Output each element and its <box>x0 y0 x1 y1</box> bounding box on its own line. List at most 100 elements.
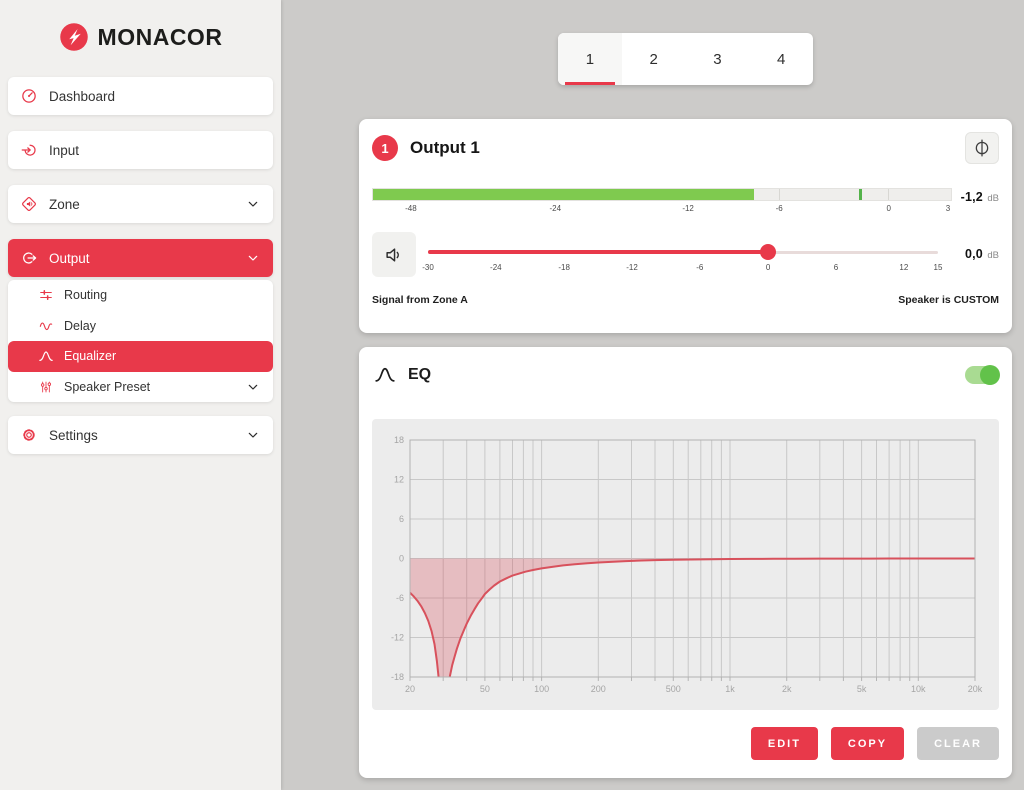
level-value-unit: dB <box>987 193 999 204</box>
volume-slider-track[interactable] <box>428 244 938 260</box>
volume-value: 0,0 dB <box>965 232 999 263</box>
svg-text:50: 50 <box>480 684 490 694</box>
monacor-logo-icon <box>59 22 89 52</box>
sidebar-item-input[interactable]: Input <box>8 131 273 169</box>
sidebar-subitem-routing[interactable]: Routing <box>8 280 273 311</box>
volume-value-unit: dB <box>987 250 999 261</box>
level-meter-fill <box>373 189 755 200</box>
sidebar: MONACOR Dashboard Input Zone Output Routing D… <box>0 0 281 790</box>
gauge-icon <box>22 89 36 103</box>
sidebar-item-label: Settings <box>49 427 98 443</box>
svg-text:18: 18 <box>394 435 404 445</box>
level-value: -1,2 dB <box>961 188 999 206</box>
volume-slider-fill <box>428 250 769 254</box>
output-title: Output 1 <box>410 138 480 157</box>
sidebar-item-output[interactable]: Output <box>8 239 273 277</box>
bell-curve-icon <box>375 367 395 382</box>
volume-tick-label: 6 <box>833 263 839 272</box>
brand-logo: MONACOR <box>0 0 281 52</box>
sidebar-subitem-label: Equalizer <box>64 349 117 364</box>
sidebar-subitem-label: Routing <box>64 288 108 303</box>
bell-curve-icon <box>39 351 53 362</box>
svg-text:-12: -12 <box>391 633 404 643</box>
sidebar-item-label: Output <box>49 250 90 266</box>
level-meter-peak-marker <box>858 189 862 200</box>
svg-text:2k: 2k <box>782 684 792 694</box>
delay-icon <box>39 322 53 330</box>
sidebar-item-dashboard[interactable]: Dashboard <box>8 77 273 115</box>
sidebar-item-label: Zone <box>49 196 80 212</box>
svg-text:5k: 5k <box>857 684 867 694</box>
eq-card: EQ 18 12 6 0 -6 -12 -18 20 50 100 200 500 1k 2k 5k 10k 2… <box>359 347 1012 778</box>
svg-text:-6: -6 <box>396 593 404 603</box>
volume-row: -30 -24 -18 -12 -6 0 6 12 15 0,0 dB <box>359 215 1012 277</box>
volume-tick-label: 0 <box>765 263 771 272</box>
meter-divider <box>778 189 780 200</box>
volume-tick-label: -6 <box>696 263 704 272</box>
eq-actions: EDIT COPY CLEAR <box>359 710 1012 760</box>
meter-divider <box>887 189 889 200</box>
output-number-badge: 1 <box>372 135 398 161</box>
routing-icon <box>40 290 52 301</box>
svg-text:500: 500 <box>666 684 681 694</box>
gear-icon <box>23 429 35 441</box>
level-meter: -48 -24 -12 -6 0 3 <box>372 188 952 215</box>
level-meter-track <box>372 188 952 201</box>
output-card: 1 Output 1 -48 -24 -12 -6 0 3 -1,2 dB <box>359 119 1012 333</box>
eq-chart-panel: 18 12 6 0 -6 -12 -18 20 50 100 200 500 1k 2k 5k 10k 20k <box>372 419 999 710</box>
svg-text:20: 20 <box>405 684 415 694</box>
sidebar-item-zone[interactable]: Zone <box>8 185 273 223</box>
volume-tick-label: -24 <box>490 263 502 272</box>
volume-tick-label: -18 <box>558 263 570 272</box>
meter-tick-label: -24 <box>549 204 562 213</box>
copy-button[interactable]: COPY <box>830 727 905 760</box>
bell-curve-icon <box>372 363 398 386</box>
volume-slider-scale: -30 -24 -18 -12 -6 0 6 12 15 <box>422 263 942 274</box>
volume-value-number: 0,0 <box>964 247 983 261</box>
sidebar-item-label: Input <box>49 142 80 158</box>
eq-header: EQ <box>359 347 1012 386</box>
phase-invert-button[interactable] <box>965 132 999 164</box>
chevron-down-icon <box>248 255 258 261</box>
volume-tick-label: -30 <box>422 263 434 272</box>
sidebar-nav: Dashboard Input Zone Output Routing Delay Equa… <box>0 77 281 454</box>
sidebar-item-settings[interactable]: Settings <box>8 416 273 454</box>
edit-button[interactable]: EDIT <box>750 727 818 760</box>
meter-tick-label: 3 <box>945 204 951 213</box>
meter-tick-label: -6 <box>775 204 783 213</box>
svg-text:100: 100 <box>534 684 549 694</box>
svg-text:200: 200 <box>591 684 606 694</box>
sidebar-item-label: Dashboard <box>49 88 116 104</box>
sidebar-subitem-equalizer[interactable]: Equalizer <box>8 341 273 372</box>
output-icon <box>23 252 37 264</box>
eq-enable-toggle[interactable] <box>965 364 1000 385</box>
level-meter-scale: -48 -24 -12 -6 0 3 <box>372 204 952 215</box>
speaker-icon <box>386 247 399 262</box>
zone-icon <box>22 197 36 211</box>
sidebar-subitem-speaker-preset[interactable]: Speaker Preset <box>8 372 273 403</box>
tab-1[interactable]: 1 <box>558 33 622 85</box>
sidebar-subitem-delay[interactable]: Delay <box>8 311 273 342</box>
eq-toggle-knob <box>980 364 1000 385</box>
meter-tick-label: -12 <box>682 204 694 213</box>
tab-4[interactable]: 4 <box>776 50 786 68</box>
volume-slider-thumb[interactable] <box>760 244 777 260</box>
meter-tick-label: -48 <box>405 204 417 213</box>
chevron-down-icon <box>248 201 258 207</box>
signal-source-text: Signal from Zone A <box>372 294 468 306</box>
svg-text:6: 6 <box>399 514 404 524</box>
phase-icon <box>975 139 989 157</box>
sidebar-subitem-label: Speaker Preset <box>64 379 151 394</box>
tab-2[interactable]: 2 <box>649 50 658 68</box>
clear-button[interactable]: CLEAR <box>917 727 999 760</box>
eq-title: EQ <box>408 365 432 383</box>
volume-slider: -30 -24 -18 -12 -6 0 6 12 15 <box>422 232 942 274</box>
mute-button[interactable] <box>372 232 416 277</box>
tab-3[interactable]: 3 <box>713 50 722 68</box>
level-value-number: -1,2 <box>960 190 983 204</box>
sliders-icon <box>40 381 52 393</box>
brand-name: MONACOR <box>97 23 223 50</box>
volume-tick-label: 12 <box>899 263 909 272</box>
